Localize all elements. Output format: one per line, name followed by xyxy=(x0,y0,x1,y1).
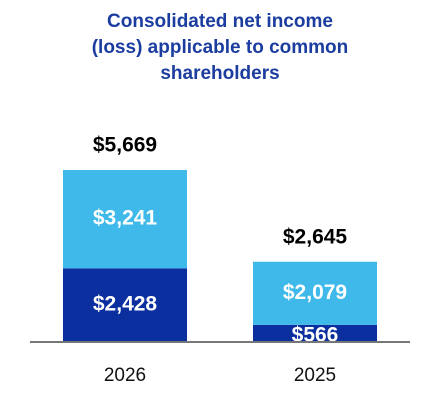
value-label: $3,241 xyxy=(93,207,158,230)
bar-segment xyxy=(253,261,377,325)
value-label: $2,428 xyxy=(93,293,158,316)
bar-segment xyxy=(63,268,187,342)
chart-title: (loss) applicable to common xyxy=(92,37,349,58)
value-label: $2,079 xyxy=(283,281,347,304)
x-tick-label: 2025 xyxy=(294,365,336,386)
bar-segment xyxy=(253,324,377,342)
total-label: $5,669 xyxy=(93,134,157,157)
x-tick-label: 2026 xyxy=(104,365,146,386)
chart-title: Consolidated net income xyxy=(107,11,333,32)
bar-segment xyxy=(63,170,187,269)
value-label: $566 xyxy=(292,324,339,347)
chart-title: shareholders xyxy=(160,63,279,84)
total-label: $2,645 xyxy=(283,225,348,248)
